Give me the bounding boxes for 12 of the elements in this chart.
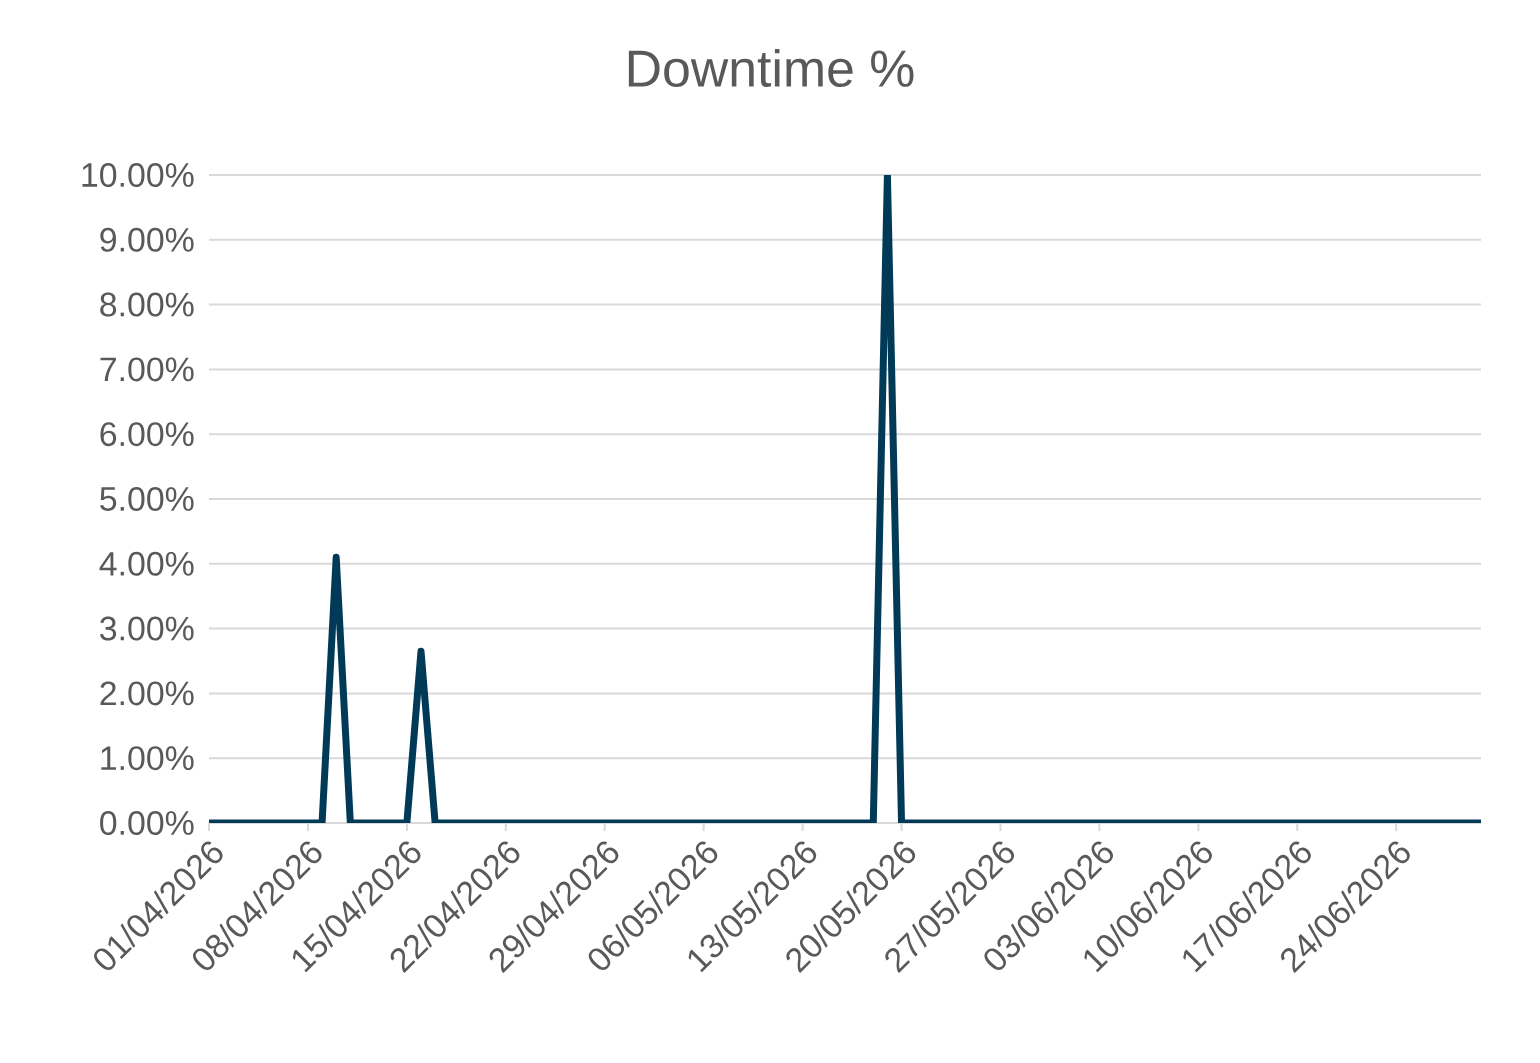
y-tick-label: 2.00%: [100, 681, 194, 706]
y-tick-label: 8.00%: [100, 292, 194, 317]
y-tick-label: 1.00%: [101, 746, 194, 771]
y-tick-label: 0.00%: [100, 811, 194, 835]
y-tick-label: 6.00%: [100, 422, 194, 447]
y-tick-label: 4.00%: [99, 551, 194, 576]
y-tick-label: 7.00%: [100, 357, 194, 382]
y-tick-label: 10.00%: [82, 162, 194, 187]
chart-title: Downtime %: [628, 48, 914, 87]
y-tick-label: 5.00%: [100, 487, 194, 511]
y-tick-label: 9.00%: [100, 227, 194, 252]
y-tick-label: 3.00%: [100, 616, 194, 641]
